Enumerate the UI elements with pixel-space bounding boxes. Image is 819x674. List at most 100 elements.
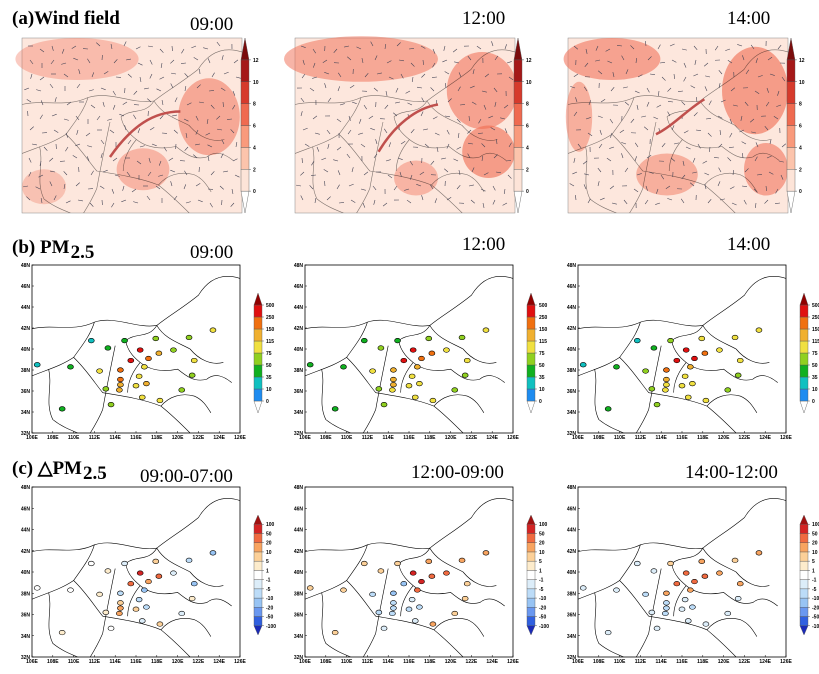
colorbar-segment <box>253 304 263 318</box>
wind-barb <box>139 145 145 148</box>
x-tick-label: 114E <box>109 659 121 665</box>
colorbar-segment <box>240 81 250 104</box>
wind-barb <box>109 129 115 134</box>
x-tick-label: 116E <box>676 659 688 665</box>
x-tick-label: 124E <box>486 435 498 441</box>
colorbar-segment <box>526 570 536 580</box>
station <box>390 376 397 383</box>
panel-time: 09:00 <box>190 242 233 263</box>
wind-barb <box>718 69 723 75</box>
colorbar-segment <box>513 81 523 104</box>
colorbar-segment <box>526 340 536 354</box>
wind-barb <box>725 48 731 51</box>
wind-barb <box>573 157 576 163</box>
wind-barb <box>171 45 173 52</box>
colorbar-segment <box>253 533 263 543</box>
wind-barb <box>432 62 436 68</box>
wind-barb <box>483 172 489 176</box>
wind-barb <box>137 62 143 66</box>
station <box>190 581 198 587</box>
wind-barb <box>199 68 201 75</box>
wind-barb <box>234 174 240 178</box>
station <box>724 610 732 617</box>
colorbar-label: -20 <box>539 605 546 611</box>
station <box>132 606 140 612</box>
wind-barb <box>75 143 81 147</box>
convergence-line <box>377 103 439 153</box>
wind-barb <box>471 101 477 105</box>
wind-barb <box>400 73 404 79</box>
row-title: (b) PM <box>12 237 70 258</box>
wind-barb <box>754 156 758 162</box>
wind-barb <box>119 113 125 117</box>
station <box>360 338 368 344</box>
station <box>463 357 471 364</box>
colorbar-label: 0 <box>253 189 256 195</box>
wind-barb <box>741 185 747 187</box>
wind-barb <box>636 104 639 110</box>
wind-barb <box>730 87 736 92</box>
row-title: (a)Wind field <box>12 8 120 29</box>
wind-barb <box>504 44 507 50</box>
wind-barb <box>374 55 378 61</box>
wind-barb <box>186 102 192 106</box>
station <box>389 610 396 617</box>
wind-barb <box>146 195 151 201</box>
wind-barb <box>404 188 410 191</box>
colorbar-label: 75 <box>539 351 545 357</box>
wind-barb <box>23 185 29 188</box>
wind-barb <box>170 83 174 89</box>
station <box>702 621 710 627</box>
y-tick-label: 46N <box>294 284 304 290</box>
station <box>135 373 143 379</box>
wind-barb <box>645 185 648 191</box>
station <box>648 609 656 615</box>
wind-barb <box>324 83 327 89</box>
wind-barb <box>434 198 437 204</box>
colorbar-segment <box>799 316 809 330</box>
wind-barb <box>673 142 679 145</box>
wind-barb <box>644 199 649 205</box>
wind-barb <box>206 118 209 124</box>
station <box>458 334 466 341</box>
wind-barb <box>583 86 588 92</box>
y-tick-label: 46N <box>567 506 577 512</box>
wind-barb <box>621 55 625 61</box>
station <box>425 558 433 564</box>
wind-shading <box>15 38 139 80</box>
convergence-line <box>108 110 181 158</box>
colorbar-segment <box>253 560 263 571</box>
wind-barb <box>159 76 165 80</box>
wind-barb <box>718 83 721 89</box>
wind-barb <box>742 153 744 159</box>
wind-barb <box>692 171 698 174</box>
wind-barb <box>122 185 125 191</box>
station <box>736 357 744 364</box>
wind-barb <box>375 139 378 145</box>
wind-barb <box>99 185 105 189</box>
x-tick-label: 108E <box>47 659 59 665</box>
colorbar-segment <box>799 352 809 366</box>
wind-barb <box>707 132 712 137</box>
station <box>604 629 612 636</box>
station <box>681 373 689 379</box>
colorbar-label: 2 <box>253 167 256 173</box>
wind-barb <box>351 101 357 104</box>
wind-barb <box>458 72 462 78</box>
station <box>127 581 135 587</box>
wind-barb <box>232 104 236 110</box>
colorbar-label: 20 <box>266 541 272 547</box>
station <box>663 605 670 611</box>
colorbar-label: 5 <box>812 559 815 565</box>
wind-barb <box>683 76 687 82</box>
wind-barb <box>136 160 142 165</box>
wind-barb <box>573 45 579 50</box>
wind-barb <box>126 171 131 177</box>
wind-barb <box>90 104 96 109</box>
colorbar-segment <box>799 551 809 562</box>
wind-barb <box>77 199 83 202</box>
wind-barb <box>456 146 462 150</box>
wind-barb <box>50 170 56 173</box>
wind-barb <box>314 132 320 135</box>
